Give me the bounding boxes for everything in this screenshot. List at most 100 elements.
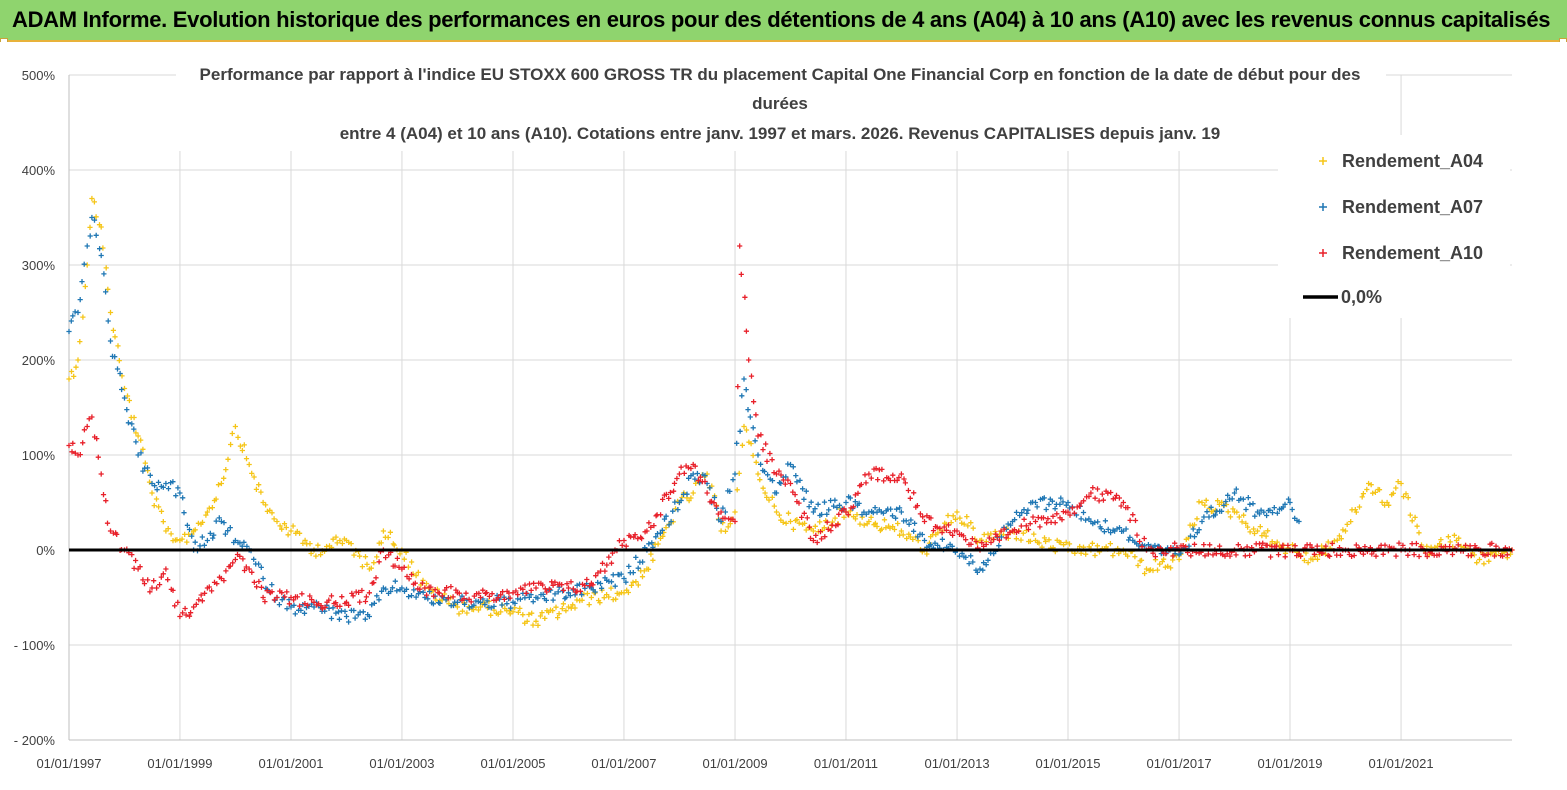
data-point bbox=[1405, 495, 1411, 501]
data-point bbox=[678, 464, 684, 470]
data-point bbox=[1373, 553, 1379, 559]
data-point bbox=[862, 472, 868, 478]
data-point bbox=[868, 475, 874, 481]
data-point bbox=[1199, 499, 1205, 506]
data-point bbox=[1013, 509, 1020, 515]
data-point bbox=[170, 479, 176, 485]
data-point bbox=[550, 582, 556, 588]
data-point bbox=[284, 606, 290, 612]
data-point bbox=[1054, 511, 1060, 517]
data-point bbox=[1096, 498, 1102, 504]
data-point bbox=[1025, 526, 1032, 533]
data-point bbox=[901, 476, 907, 482]
data-point bbox=[1243, 506, 1249, 513]
data-point bbox=[751, 399, 757, 405]
data-point bbox=[103, 289, 109, 295]
data-point bbox=[814, 539, 820, 546]
data-point bbox=[606, 594, 612, 600]
data-point bbox=[107, 528, 114, 534]
data-point bbox=[499, 602, 505, 608]
data-point bbox=[1256, 511, 1263, 517]
data-point bbox=[1268, 554, 1274, 560]
data-point bbox=[939, 530, 945, 536]
data-point bbox=[112, 354, 118, 360]
data-point bbox=[241, 567, 248, 574]
data-point bbox=[660, 496, 666, 502]
data-point bbox=[970, 525, 976, 531]
data-point bbox=[799, 514, 805, 520]
data-point bbox=[713, 503, 719, 509]
data-point bbox=[221, 578, 227, 584]
data-point bbox=[1491, 553, 1498, 559]
data-point bbox=[787, 480, 794, 487]
data-point bbox=[463, 590, 469, 596]
data-point bbox=[663, 513, 669, 519]
data-point bbox=[336, 616, 342, 622]
data-point bbox=[84, 423, 90, 430]
data-point bbox=[1018, 537, 1024, 543]
data-point bbox=[124, 407, 130, 413]
data-point bbox=[1323, 543, 1329, 549]
data-point bbox=[1233, 552, 1239, 558]
data-point bbox=[424, 592, 430, 598]
data-point bbox=[783, 520, 789, 526]
data-point bbox=[807, 535, 814, 541]
data-point bbox=[1273, 543, 1280, 549]
data-point bbox=[91, 217, 98, 223]
data-point bbox=[294, 594, 300, 600]
data-point bbox=[697, 474, 703, 480]
data-point bbox=[832, 515, 838, 521]
data-point bbox=[222, 531, 228, 537]
data-point bbox=[841, 514, 847, 520]
data-point bbox=[1398, 480, 1404, 487]
data-point bbox=[114, 531, 120, 537]
data-point bbox=[155, 479, 162, 485]
data-point bbox=[688, 495, 694, 501]
data-point bbox=[100, 245, 106, 251]
data-point bbox=[1030, 499, 1036, 505]
data-point bbox=[125, 420, 131, 426]
data-point bbox=[674, 475, 680, 482]
data-point bbox=[1127, 517, 1133, 523]
data-point bbox=[1412, 514, 1418, 520]
data-point bbox=[1060, 499, 1066, 505]
legend-item: 0,0% bbox=[1303, 287, 1382, 307]
data-point bbox=[900, 532, 906, 538]
data-point bbox=[1285, 542, 1291, 548]
data-point bbox=[173, 493, 179, 499]
data-point bbox=[517, 605, 523, 611]
data-point bbox=[772, 490, 778, 496]
data-point bbox=[601, 595, 607, 601]
data-point bbox=[383, 555, 389, 561]
data-point bbox=[1206, 514, 1212, 520]
data-point bbox=[924, 551, 930, 557]
data-point bbox=[949, 543, 955, 549]
data-point bbox=[183, 612, 189, 618]
data-point bbox=[1280, 542, 1286, 548]
data-point bbox=[260, 575, 266, 582]
data-point bbox=[383, 586, 389, 592]
data-point bbox=[595, 579, 601, 586]
data-point bbox=[1362, 544, 1368, 550]
data-point bbox=[227, 525, 233, 531]
data-point bbox=[707, 485, 713, 491]
data-point bbox=[1063, 509, 1069, 515]
data-point bbox=[70, 313, 76, 319]
data-point bbox=[542, 615, 548, 621]
data-point bbox=[1265, 528, 1271, 534]
data-point bbox=[512, 600, 518, 606]
data-point bbox=[688, 465, 694, 472]
data-point bbox=[1482, 552, 1488, 559]
data-point bbox=[960, 533, 967, 539]
data-point bbox=[413, 573, 419, 579]
data-point bbox=[1353, 542, 1359, 548]
data-point bbox=[470, 607, 477, 613]
data-point bbox=[1500, 553, 1506, 559]
data-point bbox=[251, 474, 257, 480]
data-point bbox=[103, 498, 109, 504]
data-point bbox=[1382, 542, 1388, 548]
data-point bbox=[1275, 552, 1282, 558]
data-point bbox=[1258, 507, 1264, 513]
data-point bbox=[907, 495, 913, 501]
data-point bbox=[1139, 544, 1145, 550]
